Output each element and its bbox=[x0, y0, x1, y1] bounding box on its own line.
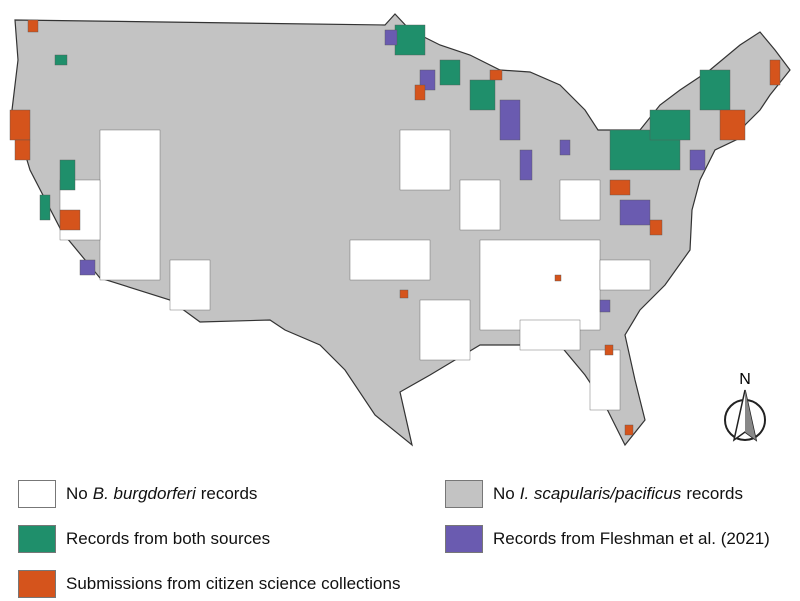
county-region bbox=[59, 209, 81, 231]
county-region bbox=[384, 29, 398, 46]
map: N bbox=[9, 13, 791, 447]
county-region bbox=[589, 349, 621, 411]
county-region bbox=[14, 139, 31, 161]
county-region bbox=[519, 319, 581, 351]
county-region bbox=[9, 109, 31, 141]
county-region bbox=[719, 109, 746, 141]
legend-text: Records from Fleshman et al. (2021) bbox=[493, 529, 770, 548]
county-region bbox=[27, 19, 39, 33]
legend-swatch bbox=[18, 570, 56, 598]
county-region bbox=[59, 159, 76, 191]
county-region bbox=[394, 24, 426, 56]
county-region bbox=[699, 69, 731, 111]
county-region bbox=[519, 149, 533, 181]
county-region bbox=[559, 179, 601, 221]
legend-item: No I. scapularis/pacificus records bbox=[445, 480, 743, 508]
county-region bbox=[399, 129, 451, 191]
legend-text: B. burgdorferi bbox=[92, 484, 196, 503]
county-region bbox=[79, 259, 96, 276]
compass bbox=[724, 389, 766, 442]
county-region bbox=[554, 274, 562, 282]
county-region bbox=[479, 239, 601, 331]
legend-item: No B. burgdorferi records bbox=[18, 480, 257, 508]
county-region bbox=[439, 59, 461, 86]
legend-text: records bbox=[686, 484, 743, 503]
county-region bbox=[169, 259, 211, 311]
county-region bbox=[459, 179, 501, 231]
county-region bbox=[399, 289, 409, 299]
legend-swatch bbox=[18, 480, 56, 508]
county-region bbox=[99, 129, 161, 281]
county-region bbox=[349, 239, 431, 281]
legend-swatch bbox=[445, 480, 483, 508]
county-region bbox=[414, 84, 426, 101]
county-region bbox=[599, 259, 651, 291]
legend-item: Records from Fleshman et al. (2021) bbox=[445, 525, 770, 553]
legend-item: Submissions from citizen science collect… bbox=[18, 570, 400, 598]
legend-item: Records from both sources bbox=[18, 525, 270, 553]
legend-swatch bbox=[445, 525, 483, 553]
legend-swatch bbox=[18, 525, 56, 553]
legend-text: Submissions from citizen science collect… bbox=[66, 574, 401, 593]
compass-label: N bbox=[739, 371, 751, 388]
county-region bbox=[604, 344, 614, 356]
legend-text: No bbox=[493, 484, 515, 503]
county-region bbox=[624, 424, 634, 436]
county-region bbox=[419, 299, 471, 361]
county-region bbox=[559, 139, 571, 156]
county-region bbox=[469, 79, 496, 111]
legend-text: No bbox=[66, 484, 88, 503]
county-region bbox=[649, 109, 691, 141]
county-region bbox=[689, 149, 706, 171]
legend-text: Records from both sources bbox=[66, 529, 271, 548]
legend-text: I. scapularis/pacificus bbox=[519, 484, 682, 503]
county-region bbox=[489, 69, 503, 81]
county-region bbox=[649, 219, 663, 236]
county-region bbox=[54, 54, 68, 66]
legend-text: records bbox=[200, 484, 258, 503]
county-region bbox=[599, 299, 611, 313]
us-outline bbox=[11, 13, 791, 447]
county-region bbox=[499, 99, 521, 141]
county-region bbox=[609, 179, 631, 196]
county-region bbox=[619, 199, 651, 226]
county-region bbox=[39, 194, 51, 221]
county-region bbox=[769, 59, 781, 86]
